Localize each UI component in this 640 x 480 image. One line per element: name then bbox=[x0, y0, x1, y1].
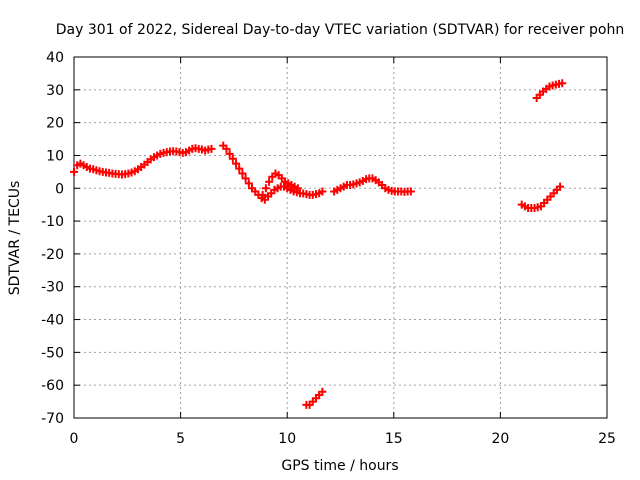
data-point bbox=[235, 164, 244, 173]
x-tick-label: 0 bbox=[70, 431, 79, 447]
y-tick-label: 20 bbox=[46, 116, 64, 132]
y-tick-label: -10 bbox=[41, 214, 64, 230]
chart-title: Day 301 of 2022, Sidereal Day-to-day VTE… bbox=[56, 22, 624, 38]
y-axis-label: SDTVAR / TECUs bbox=[7, 181, 23, 296]
y-tick-label: -40 bbox=[41, 313, 64, 329]
y-tick-labels: -70 -60 -50 -40 -30 -20 -10 0 10 20 30 40 bbox=[41, 50, 64, 427]
x-axis-label: GPS time / hours bbox=[281, 458, 398, 474]
data-point bbox=[70, 167, 78, 176]
data-point bbox=[318, 187, 327, 196]
data-point bbox=[406, 187, 415, 196]
plot-frame bbox=[73, 56, 608, 419]
data-point bbox=[225, 149, 234, 158]
y-tick-label: 10 bbox=[46, 148, 64, 164]
y-tick-label: -30 bbox=[41, 280, 64, 296]
data-point bbox=[241, 174, 250, 183]
data-point bbox=[232, 159, 241, 168]
data-point bbox=[558, 79, 567, 88]
data-point bbox=[556, 182, 565, 191]
y-tick-label: -50 bbox=[41, 345, 64, 361]
data-point bbox=[228, 154, 237, 163]
data-point bbox=[318, 387, 327, 396]
grid-lines bbox=[74, 57, 607, 418]
y-tick-label: -70 bbox=[41, 411, 64, 427]
data-point bbox=[293, 184, 302, 193]
x-tick-label: 5 bbox=[176, 431, 185, 447]
data-point bbox=[258, 190, 267, 199]
data-point bbox=[207, 144, 216, 153]
data-points bbox=[70, 79, 567, 409]
data-point bbox=[222, 144, 231, 153]
data-point bbox=[238, 169, 247, 178]
data-point bbox=[265, 177, 274, 186]
data-point bbox=[261, 184, 270, 193]
y-tick-label: -20 bbox=[41, 247, 64, 263]
x-tick-labels: 0 5 10 15 20 25 bbox=[70, 431, 616, 447]
data-point bbox=[244, 179, 253, 188]
x-tick-label: 20 bbox=[491, 431, 509, 447]
x-tick-label: 25 bbox=[598, 431, 616, 447]
axis-ticks bbox=[73, 56, 608, 419]
x-tick-label: 10 bbox=[278, 431, 296, 447]
y-tick-label: 0 bbox=[55, 181, 64, 197]
y-tick-label: 40 bbox=[46, 50, 64, 66]
y-tick-label: -60 bbox=[41, 378, 64, 394]
y-tick-label: 30 bbox=[46, 83, 64, 99]
x-tick-label: 15 bbox=[385, 431, 403, 447]
